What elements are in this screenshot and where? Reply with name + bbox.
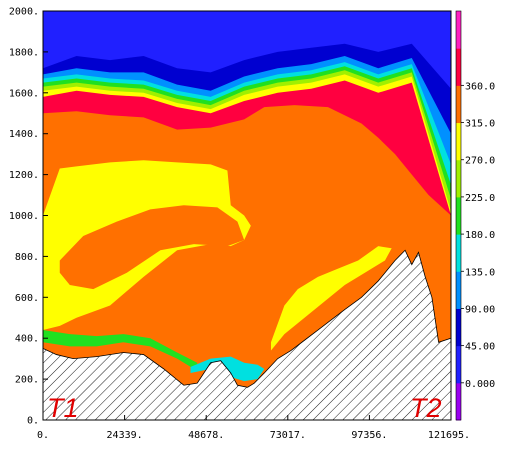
colorbar-segment: [456, 122, 461, 161]
colorbar: 0.000 45.00 90.00 135.0 180.0 225.0 270.0 315.0…: [455, 10, 495, 421]
y-axis-ticks: 0. 200. 400. 600. 800. 1000. 1200. 1400. 1600. 18…: [9, 7, 48, 427]
contour-layer-12: [43, 330, 198, 371]
y-tick-label: 1600.: [9, 88, 39, 99]
colorbar-segment: [456, 271, 461, 309]
colorbar-label: 90.00: [465, 304, 495, 315]
colorbar-segment: [456, 308, 461, 347]
x-tick-label: 121695.: [428, 430, 470, 441]
endpoint-label-t1: T1: [47, 393, 79, 423]
y-tick-label: 600.: [15, 293, 39, 304]
colorbar-label: 270.0: [465, 156, 495, 167]
y-tick-label: 400.: [15, 334, 39, 345]
colorbar-label: 0.000: [465, 379, 495, 390]
x-tick-label: 0.: [37, 430, 49, 441]
colorbar-frame: [455, 10, 462, 421]
x-tick-label: 97356.: [351, 430, 387, 441]
y-tick-label: 200.: [15, 375, 39, 386]
colorbar-segment: [456, 234, 461, 272]
colorbar-segment: [456, 345, 461, 384]
colorbar-label: 135.0: [465, 267, 495, 278]
contour-field: [43, 11, 451, 420]
x-tick-label: 24339.: [107, 430, 143, 441]
colorbar-segment: [456, 382, 461, 421]
y-tick-label: 1800.: [9, 47, 39, 58]
y-tick-label: 800.: [15, 252, 39, 263]
colorbar-label: 315.0: [465, 119, 495, 130]
y-tick-label: 0.: [27, 416, 39, 427]
colorbar-label: 45.00: [465, 342, 495, 353]
colorbar-segment: [456, 159, 461, 198]
contour-layer-10: [59, 205, 245, 290]
y-tick-label: 1200.: [9, 170, 39, 181]
y-tick-label: 1000.: [9, 211, 39, 222]
x-axis-ticks: 0. 24339. 48678. 73017. 97356. 121695.: [37, 415, 470, 441]
x-tick-label: 73017.: [270, 430, 306, 441]
colorbar-segment: [456, 11, 461, 49]
colorbar-label: 180.0: [465, 230, 495, 241]
colorbar-segment: [456, 48, 461, 86]
endpoint-label-t2: T2: [410, 393, 442, 423]
colorbar-label: 225.0: [465, 193, 495, 204]
contour-layer-11: [270, 246, 392, 351]
colorbar-segment: [456, 196, 461, 235]
terrain-hatched-area: [43, 249, 451, 420]
y-tick-label: 1400.: [9, 129, 39, 140]
colorbar-label: 360.0: [465, 81, 495, 92]
x-tick-label: 48678.: [188, 430, 224, 441]
y-tick-label: 2000.: [9, 7, 39, 18]
colorbar-segment: [456, 85, 461, 124]
